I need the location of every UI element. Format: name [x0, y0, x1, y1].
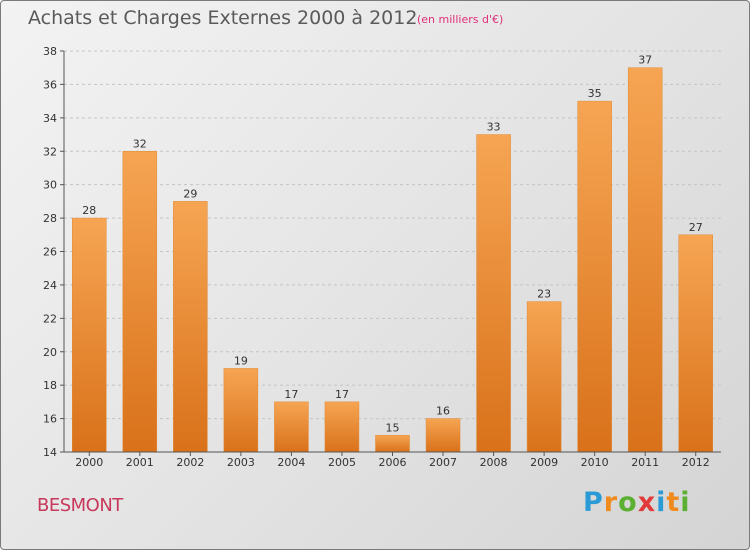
x-tick-label: 2009 — [530, 456, 558, 469]
y-tick-label: 38 — [43, 45, 57, 58]
x-tick-label: 2008 — [480, 456, 508, 469]
bar-value-label: 28 — [82, 204, 96, 217]
logo-letter: t — [666, 487, 681, 518]
x-tick-label: 2000 — [75, 456, 103, 469]
bar — [476, 134, 511, 453]
x-tick-label: 2003 — [227, 456, 255, 469]
bar-value-label: 17 — [284, 388, 298, 401]
y-tick-label: 18 — [43, 379, 57, 392]
bar-value-label: 27 — [689, 221, 703, 234]
bar — [274, 401, 309, 453]
logo-letter: x — [637, 487, 657, 518]
bar-value-label: 35 — [588, 87, 602, 100]
y-tick-label: 32 — [43, 145, 57, 158]
y-tick-label: 26 — [43, 246, 57, 259]
bar — [122, 151, 158, 453]
y-tick-label: 34 — [43, 112, 57, 125]
proxiti-logo[interactable]: Proxiti — [583, 487, 691, 518]
x-tick-label: 2012 — [682, 456, 710, 469]
y-tick-label: 28 — [43, 212, 57, 225]
y-tick-label: 36 — [43, 78, 57, 91]
y-tick-label: 30 — [43, 179, 57, 192]
x-tick-label: 2010 — [581, 456, 609, 469]
logo-letter: i — [656, 487, 667, 518]
y-tick-label: 20 — [43, 346, 57, 359]
y-tick-label: 22 — [43, 312, 57, 325]
logo-letter: r — [603, 487, 619, 518]
chart-title: Achats et Charges Externes 2000 à 2012 — [28, 7, 418, 29]
bar-value-label: 17 — [335, 388, 349, 401]
bar — [223, 368, 259, 453]
y-tick-label: 24 — [43, 279, 57, 292]
x-tick-label: 2002 — [176, 456, 204, 469]
bar — [173, 201, 208, 453]
bar-value-label: 33 — [487, 121, 501, 134]
bar — [72, 217, 107, 453]
bar-value-label: 23 — [537, 288, 551, 301]
bar-value-label: 32 — [133, 137, 147, 150]
y-tick-label: 16 — [43, 413, 57, 426]
logo-letter: i — [680, 487, 691, 518]
bar — [425, 418, 461, 453]
x-tick-label: 2001 — [126, 456, 154, 469]
x-tick-label: 2007 — [429, 456, 457, 469]
x-tick-label: 2004 — [277, 456, 305, 469]
y-tick-label: 14 — [43, 446, 57, 459]
bar-value-label: 29 — [183, 187, 197, 200]
bar — [627, 67, 663, 453]
bar — [324, 401, 360, 453]
bar — [577, 100, 612, 453]
bar-value-label: 16 — [436, 405, 450, 418]
bar — [678, 234, 713, 453]
chart-subtitle: (en milliers d'€) — [417, 13, 504, 26]
bar-value-label: 37 — [638, 54, 652, 67]
bar-value-label: 15 — [386, 421, 400, 434]
x-tick-label: 2011 — [631, 456, 659, 469]
bar — [375, 435, 410, 453]
x-tick-label: 2005 — [328, 456, 356, 469]
bar-value-label: 19 — [234, 354, 248, 367]
logo-letter: P — [583, 487, 604, 518]
logo-letter: o — [618, 487, 638, 518]
x-tick-label: 2006 — [379, 456, 407, 469]
commune-name: BESMONT — [37, 495, 123, 516]
bar — [526, 301, 562, 453]
